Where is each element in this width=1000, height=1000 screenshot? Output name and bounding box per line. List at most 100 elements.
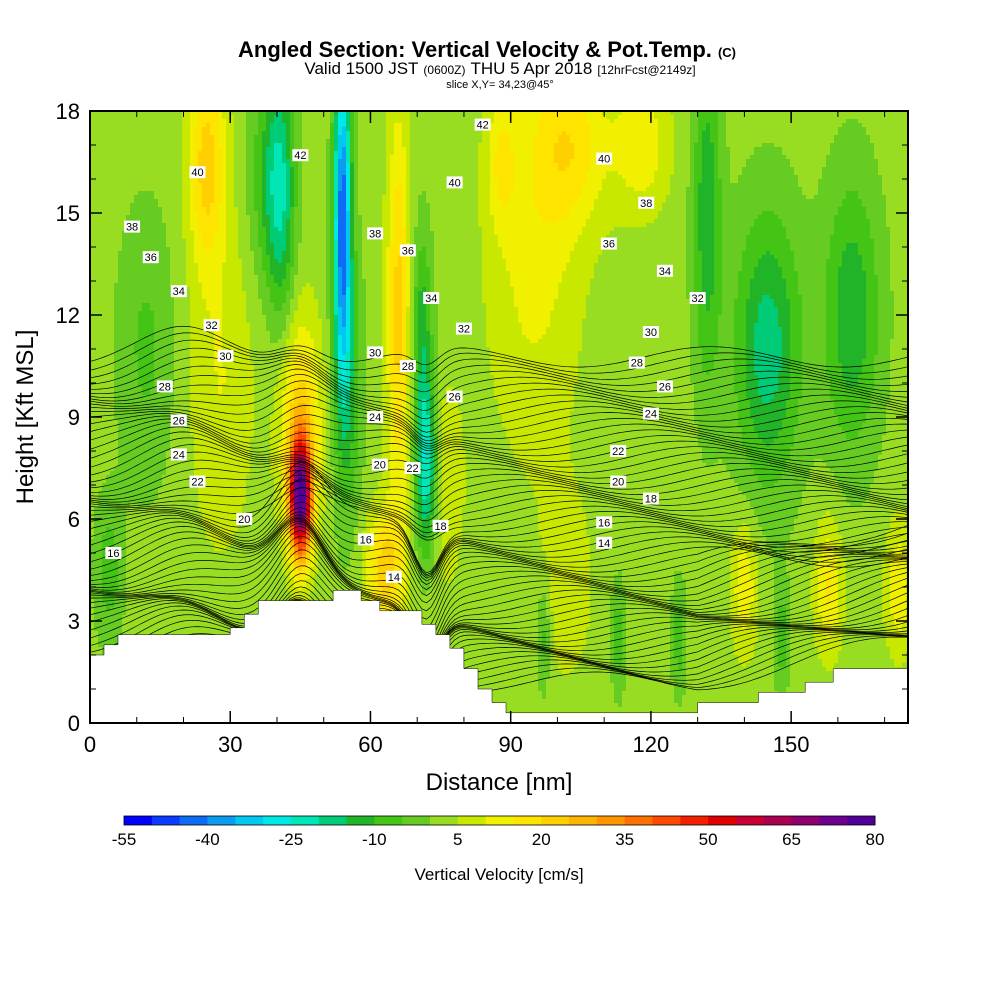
isentrope (90, 507, 908, 591)
colorbar-swatch (124, 816, 153, 825)
y-tick-label: 6 (68, 507, 80, 532)
isentrope-label: 38 (638, 196, 655, 210)
isentrope (90, 526, 908, 649)
isentrope-label: 32 (203, 319, 220, 332)
isentrope (90, 530, 908, 654)
colorbar-tick-label: -25 (279, 830, 304, 849)
isentrope (90, 518, 908, 620)
colorbar-swatch (179, 816, 208, 825)
isentrope (90, 535, 908, 658)
isentrope (90, 413, 908, 449)
y-tick-label: 3 (68, 609, 80, 634)
isentrope-label: 22 (404, 462, 421, 475)
colorbar-swatch (457, 816, 487, 825)
terrain-mask (89, 590, 909, 724)
isentrope (90, 465, 908, 522)
isentrope (90, 494, 908, 582)
isentrope (90, 514, 908, 604)
isentrope-label: 32 (689, 292, 706, 305)
colorbar-tick-label: 20 (532, 830, 551, 849)
chart-title: Angled Section: Vertical Velocity & Pot.… (238, 37, 736, 62)
y-axis-label: Height [Kft MSL] (12, 330, 39, 505)
colorbar-swatch (680, 816, 709, 825)
isentrope (90, 431, 908, 474)
colorbar-swatch (596, 816, 626, 825)
isentrope (90, 332, 908, 374)
isentrope-label: 28 (628, 356, 645, 370)
isentrope (90, 451, 908, 497)
isentrope (90, 422, 908, 462)
isentrope (90, 469, 908, 528)
isentrope-label: 40 (189, 166, 206, 179)
isentrope-label: 38 (367, 227, 384, 240)
colorbar-swatch (735, 816, 765, 825)
isentrope (90, 542, 908, 660)
isentrope-label: 22 (189, 475, 206, 489)
colorbar-swatch (318, 816, 348, 825)
colorbar-swatch (402, 816, 431, 825)
isentrope-label: 34 (656, 264, 673, 278)
isentrope-label: 16 (357, 533, 374, 546)
isentrope (90, 364, 908, 420)
isentrope-label: 32 (455, 322, 472, 336)
isentrope (90, 487, 908, 541)
isentrope-label: 26 (170, 414, 187, 427)
isentrope (90, 415, 908, 452)
colorbar-swatch (791, 816, 820, 825)
isentrope (90, 368, 908, 427)
isentrope-label: 16 (596, 516, 613, 529)
colorbar-tick-label: 65 (782, 830, 801, 849)
colorbar-swatch (652, 816, 681, 825)
colorbar-swatch (513, 816, 542, 825)
isentrope (90, 387, 908, 442)
isentrope (90, 598, 908, 694)
isentrope (90, 360, 908, 411)
isentrope (90, 595, 908, 680)
isentrope-label: 36 (399, 244, 416, 257)
y-tick-label: 9 (68, 405, 80, 430)
isentrope (90, 461, 908, 574)
isentrope (90, 444, 908, 488)
isentrope-label: 26 (656, 380, 673, 393)
isentrope-label: 30 (367, 346, 384, 359)
colorbar-swatch (207, 816, 236, 825)
isentrope (90, 519, 908, 628)
isentrope-label: 14 (596, 536, 613, 550)
isentrope-label: 24 (642, 407, 659, 421)
colorbar-tick-label: -10 (362, 830, 387, 849)
isentrope (90, 480, 908, 538)
x-tick-label: 60 (358, 732, 382, 757)
chart-subtitle: Valid 1500 JST (0600Z) THU 5 Apr 2018 [12hr… (304, 59, 695, 78)
isentrope (90, 478, 908, 577)
colorbar-label: Vertical Velocity [cm/s] (414, 865, 583, 884)
colorbar: -55 -40 -25 -10 5 20 35 50 65 80 (112, 815, 884, 849)
y-tick-label: 15 (56, 201, 80, 226)
isentrope-label: 38 (124, 220, 141, 234)
isentrope (90, 373, 908, 433)
x-tick-label: 0 (84, 732, 96, 757)
y-tick-label: 12 (56, 303, 80, 328)
colorbar-swatch (485, 816, 514, 825)
isentrope (90, 549, 908, 662)
isentrope-label: 18 (432, 519, 449, 533)
isentrope (90, 521, 908, 636)
isentrope-label: 30 (217, 349, 234, 363)
colorbar-swatch (346, 816, 375, 825)
colorbar-swatch (624, 816, 653, 825)
isentrope-label: 36 (600, 237, 617, 251)
isentrope-label: 26 (446, 390, 463, 404)
isentrope (90, 571, 908, 665)
colorbar-tick-label: 50 (699, 830, 718, 849)
colorbar-swatch (374, 816, 403, 825)
colorbar-tick-label: 35 (615, 830, 634, 849)
x-tick-label: 30 (218, 732, 242, 757)
colorbar-swatch (429, 816, 459, 825)
isentrope (90, 523, 908, 643)
isentrope-label: 42 (292, 149, 309, 162)
x-tick-label: 120 (633, 732, 670, 757)
isentrope (90, 325, 908, 368)
isentrope-label: 18 (642, 492, 659, 506)
isentrope (90, 474, 908, 534)
colorbar-swatch (263, 816, 292, 825)
isentrope-label: 24 (367, 411, 384, 424)
